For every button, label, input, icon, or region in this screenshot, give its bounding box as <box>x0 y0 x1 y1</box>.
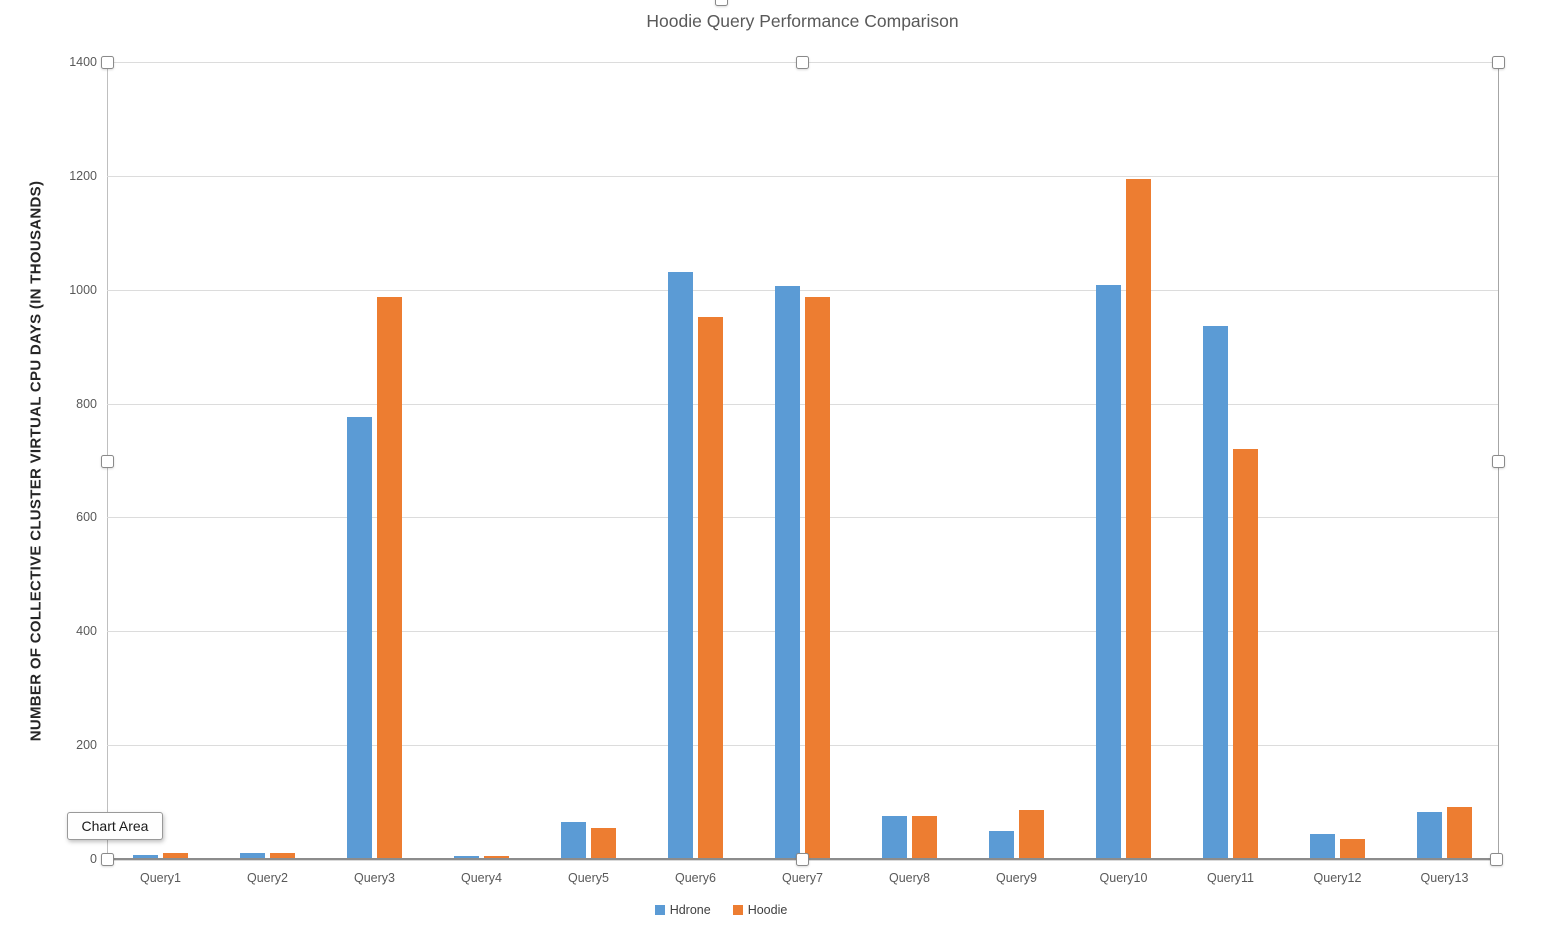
bar-hdrone-query10[interactable] <box>1096 285 1121 858</box>
selection-handle-bottom-left[interactable] <box>100 852 114 866</box>
bar-hoodie-query5[interactable] <box>591 828 616 858</box>
bar-hdrone-query9[interactable] <box>989 831 1014 858</box>
selection-handle-top-left[interactable] <box>100 55 114 69</box>
gridline-200 <box>107 745 1498 746</box>
chart-area-tooltip: Chart Area <box>67 812 163 840</box>
bar-hoodie-query4[interactable] <box>484 856 509 858</box>
x-tick-label-query1: Query1 <box>140 871 181 885</box>
selection-handle-top-right[interactable] <box>1491 55 1505 69</box>
selection-handle-bottom-right[interactable] <box>1489 852 1503 866</box>
bar-hoodie-query8[interactable] <box>912 816 937 858</box>
x-tick-label-query3: Query3 <box>354 871 395 885</box>
x-tick-label-query4: Query4 <box>461 871 502 885</box>
gridline-400 <box>107 631 1498 632</box>
bar-hoodie-query13[interactable] <box>1447 807 1472 858</box>
gridline-600 <box>107 517 1498 518</box>
x-tick-label-query10: Query10 <box>1099 871 1148 885</box>
bar-hoodie-query11[interactable] <box>1233 449 1258 858</box>
bar-hoodie-query10[interactable] <box>1126 179 1151 858</box>
bar-hdrone-query3[interactable] <box>347 417 372 858</box>
bar-hdrone-query13[interactable] <box>1417 812 1442 858</box>
legend-item-hoodie[interactable]: Hoodie <box>732 903 788 917</box>
bar-hdrone-query1[interactable] <box>133 855 158 858</box>
x-tick-label-query12: Query12 <box>1313 871 1362 885</box>
y-tick-label-200: 200 <box>76 738 97 752</box>
y-tick-label-1400: 1400 <box>69 55 97 69</box>
bar-hoodie-query6[interactable] <box>698 317 723 858</box>
bar-hoodie-query2[interactable] <box>270 853 295 858</box>
bar-hdrone-query5[interactable] <box>561 822 586 858</box>
bar-hdrone-query4[interactable] <box>454 856 479 858</box>
x-tick-label-query7: Query7 <box>782 871 823 885</box>
y-tick-label-0: 0 <box>90 852 97 866</box>
selection-handle-middle-left[interactable] <box>100 454 114 468</box>
selection-handle-middle-right[interactable] <box>1491 454 1505 468</box>
chart-area-tooltip-label: Chart Area <box>81 818 149 834</box>
y-tick-label-1000: 1000 <box>69 283 97 297</box>
bar-hoodie-query12[interactable] <box>1340 839 1365 858</box>
x-tick-label-query6: Query6 <box>675 871 716 885</box>
gridline-1200 <box>107 176 1498 177</box>
selection-handle-chart-top-center[interactable] <box>714 0 728 6</box>
bar-hdrone-query7[interactable] <box>775 286 800 858</box>
legend-label-hdrone: Hdrone <box>669 903 711 917</box>
bar-hoodie-query7[interactable] <box>805 297 830 858</box>
bar-hoodie-query1[interactable] <box>163 853 188 858</box>
x-tick-label-query9: Query9 <box>996 871 1037 885</box>
legend[interactable]: Hdrone Hoodie <box>0 903 1442 917</box>
legend-item-hdrone[interactable]: Hdrone <box>654 903 711 917</box>
bar-hdrone-query11[interactable] <box>1203 326 1228 858</box>
x-tick-label-query13: Query13 <box>1420 871 1469 885</box>
x-tick-label-query5: Query5 <box>568 871 609 885</box>
y-tick-label-600: 600 <box>76 510 97 524</box>
selection-handle-top-center[interactable] <box>795 55 809 69</box>
bar-hdrone-query6[interactable] <box>668 272 693 858</box>
bar-hoodie-query3[interactable] <box>377 297 402 858</box>
gridline-800 <box>107 404 1498 405</box>
bar-hdrone-query2[interactable] <box>240 853 265 858</box>
x-tick-label-query8: Query8 <box>889 871 930 885</box>
x-tick-label-query2: Query2 <box>247 871 288 885</box>
legend-label-hoodie: Hoodie <box>747 903 788 917</box>
gridline-1000 <box>107 290 1498 291</box>
bar-hdrone-query8[interactable] <box>882 816 907 858</box>
x-tick-label-query11: Query11 <box>1206 871 1254 885</box>
legend-swatch-hdrone <box>654 905 665 915</box>
y-tick-label-800: 800 <box>76 397 97 411</box>
bar-hdrone-query12[interactable] <box>1310 834 1335 858</box>
y-tick-label-400: 400 <box>76 624 97 638</box>
chart-title[interactable]: Hoodie Query Performance Comparison <box>646 11 959 31</box>
bar-hoodie-query9[interactable] <box>1019 810 1044 858</box>
y-tick-label-1200: 1200 <box>69 169 97 183</box>
selection-handle-bottom-center[interactable] <box>795 852 809 866</box>
legend-swatch-hoodie <box>732 905 743 915</box>
